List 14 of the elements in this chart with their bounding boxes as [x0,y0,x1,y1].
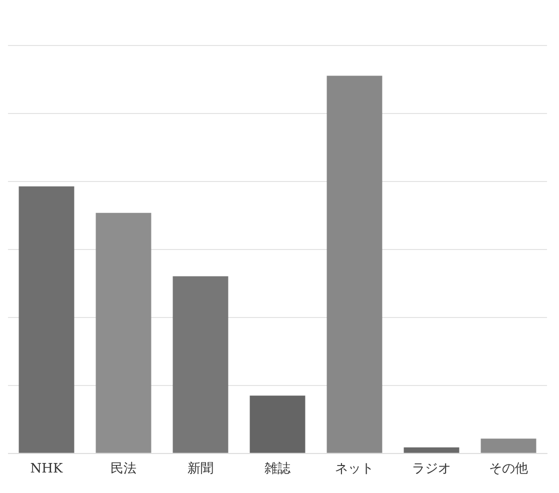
x-tick-label: 民法 [110,462,136,477]
x-tick-label: 雑誌 [264,462,290,477]
bar [326,76,382,453]
bar [96,212,152,453]
bar [480,438,536,453]
bar [172,276,228,453]
x-tick-label: NHK [30,462,63,477]
bar [250,396,306,453]
x-tick-label: 新聞 [188,462,214,477]
bar [18,186,74,453]
x-tick-label: ラジオ [412,462,451,477]
x-tick-label: その他 [489,462,528,477]
bar [404,447,460,453]
x-tick-label: ネット [335,462,374,477]
